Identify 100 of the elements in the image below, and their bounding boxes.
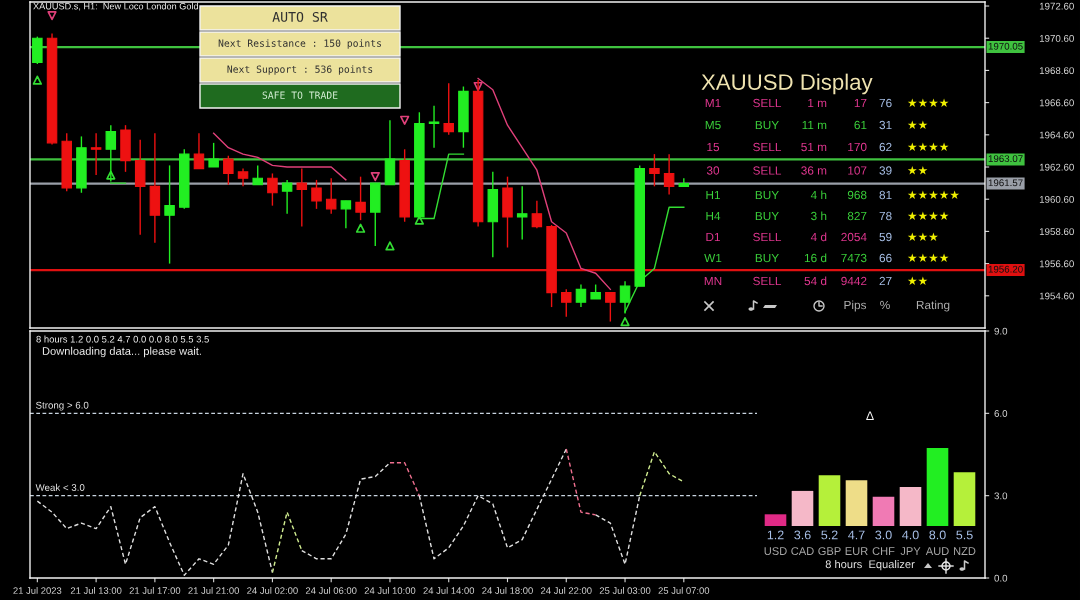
text: 968: [847, 190, 867, 200]
text: ★★: [907, 166, 928, 175]
text: 39: [879, 166, 892, 175]
text: BUY: [755, 253, 779, 263]
x-tick-label: 24 Jul 18:00: [482, 587, 533, 594]
text: 170: [848, 142, 867, 152]
candlestick: [649, 153, 660, 188]
y-tick-label: 1970.60: [1039, 34, 1074, 42]
text: ★★: [907, 120, 928, 130]
candlestick: [340, 200, 352, 229]
point: [370, 172, 380, 182]
category-label: M1: [705, 98, 721, 108]
x-tick-label: 21 Jul 21:00: [188, 587, 240, 594]
y-tick-label: 0.0: [994, 574, 1008, 582]
y-tick-label: 6.0: [994, 410, 1008, 417]
text: ★★★★: [907, 253, 949, 263]
category-label: 15: [707, 142, 720, 152]
text: 2054: [841, 232, 867, 242]
bar: [764, 514, 787, 526]
text: SELL: [753, 98, 782, 108]
category-label: Pips: [844, 300, 867, 312]
candlestick: [281, 179, 293, 215]
bar: [791, 490, 814, 526]
text: 62: [879, 142, 892, 152]
y-tick-label: 1968.60: [1039, 67, 1074, 75]
ref-line-label: 1956.20: [988, 265, 1023, 273]
x-tick-label: 21 Jul 2023: [13, 587, 62, 594]
text: 66: [879, 253, 892, 263]
text: SELL: [753, 232, 782, 242]
x-tick-label: 25 Jul 03:00: [599, 587, 651, 594]
bar: [872, 496, 895, 526]
text: ★★★★: [907, 211, 949, 221]
candlestick: [531, 200, 543, 229]
text: 61: [854, 120, 867, 130]
candlestick: [296, 167, 308, 228]
candlestick: [311, 179, 322, 210]
candlestick: [619, 280, 631, 315]
x-tick-label: EUR: [845, 547, 868, 555]
text: ★★★★★: [907, 190, 960, 200]
annotation: SAFE TO TRADE: [262, 91, 338, 99]
text: ★★: [907, 276, 928, 286]
bar: [926, 448, 949, 526]
point: [32, 75, 42, 85]
data-label: 5.2: [821, 530, 838, 540]
x-tick-label: 24 Jul 10:00: [364, 587, 416, 594]
candlestick: [605, 291, 616, 323]
bar: [818, 475, 841, 526]
data-label: 4.7: [848, 530, 865, 540]
chart-title: 8 hours 1.2 0.0 5.2 4.7 0.0 0.0 8.0 5.5 3.5: [36, 335, 209, 343]
bar: [953, 472, 976, 526]
y-tick-label: 1964.60: [1039, 131, 1074, 139]
data-label: 1.2: [767, 530, 784, 540]
text: 76: [879, 98, 892, 108]
y-tick-label: 3.0: [994, 492, 1008, 500]
text: ★★★: [907, 232, 938, 242]
candlestick: [267, 172, 278, 207]
data-label: 8.0: [929, 530, 946, 540]
candlestick: [575, 283, 587, 308]
x-tick-label: 24 Jul 14:00: [423, 587, 475, 594]
bar: [845, 480, 868, 526]
candlestick: [90, 132, 102, 176]
candlestick: [325, 177, 337, 215]
candlestick: [663, 153, 675, 196]
data-label: 5.5: [956, 530, 973, 540]
x-tick-label: 24 Jul 06:00: [305, 587, 357, 594]
text: XAUUSD Display: [701, 73, 873, 95]
x-tick-label: AUD: [925, 547, 949, 555]
text: 81: [879, 190, 892, 200]
ref-line-label: 1961.57: [988, 179, 1023, 187]
category-label: D1: [706, 232, 720, 242]
x-tick-label: 21 Jul 13:00: [70, 587, 122, 594]
text: SELL: [753, 276, 782, 286]
text: 51 m: [801, 142, 827, 152]
x-tick-label: 24 Jul 02:00: [247, 587, 298, 594]
y-tick-label: 1962.60: [1039, 163, 1074, 171]
text: 1 m: [808, 98, 827, 108]
x-tick-label: USD: [764, 547, 787, 555]
candlestick: [678, 177, 690, 188]
candlestick: [208, 142, 219, 168]
text: 4 d: [810, 232, 827, 242]
ref-line-label: Strong > 6.0: [36, 401, 89, 411]
candlestick: [355, 175, 366, 221]
text: 9442: [841, 276, 867, 286]
text: 59: [879, 232, 892, 242]
text: 107: [848, 166, 867, 175]
point: [385, 241, 395, 251]
candlestick: [164, 164, 175, 265]
category-label: H1: [706, 190, 720, 200]
data-label: 3.6: [794, 530, 811, 540]
y-tick-label: 1972.60: [1039, 2, 1074, 10]
annotation: Downloading data... please wait.: [42, 346, 201, 358]
point: [473, 81, 483, 92]
chart-title: XAUUSD.s, H1: New Loco London Gold: [33, 2, 198, 11]
text: SELL: [753, 142, 782, 152]
text: BUY: [755, 120, 779, 130]
candlestick: [516, 185, 528, 241]
category-label: %: [880, 300, 890, 310]
x-axis-title: 8 hours Equalizer: [825, 559, 915, 571]
candlestick: [193, 132, 205, 170]
x-tick-label: 25 Jul 07:00: [658, 587, 710, 594]
